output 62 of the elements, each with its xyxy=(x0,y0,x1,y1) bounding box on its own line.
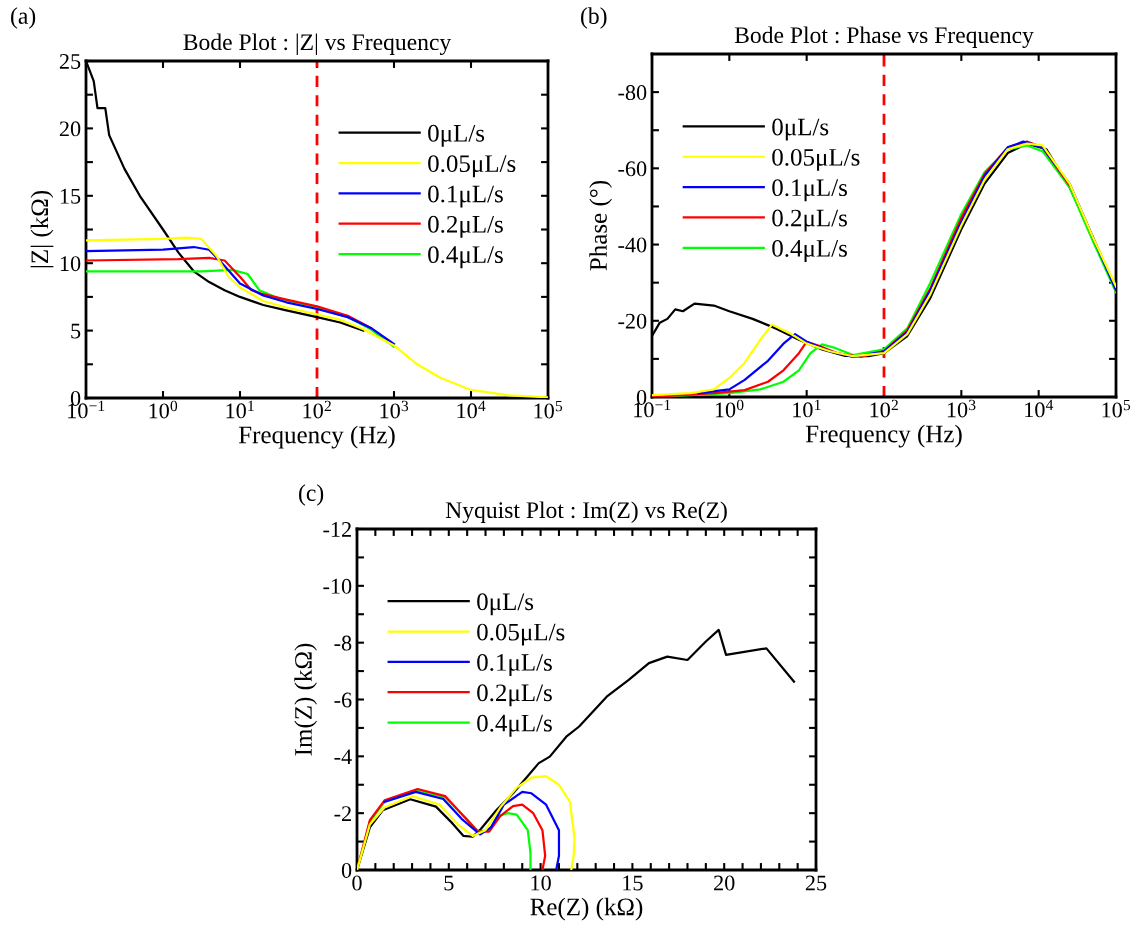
x-axis-title: Re(Z) (kΩ) xyxy=(530,897,643,921)
y-axis-title: Im(Z) (kΩ) xyxy=(294,643,317,756)
chart-title: Bode Plot : |Z| vs Frequency xyxy=(183,33,452,55)
legend-label: 0.2μL/s xyxy=(772,209,847,232)
legend-label: 0.4μL/s xyxy=(477,714,552,737)
legend-label: 0.2μL/s xyxy=(428,215,503,238)
y-tick-label: -40 xyxy=(618,237,647,253)
x-tick-label: 10$^{5}$ xyxy=(534,400,563,419)
legend-label: 0.2μL/s xyxy=(477,684,552,707)
text: (a) xyxy=(11,7,36,29)
legend-label: 0.4μL/s xyxy=(428,246,503,269)
x-axis-title: Frequency (Hz) xyxy=(805,424,962,448)
y-tick-label: 15 xyxy=(60,188,81,204)
text: (b) xyxy=(581,7,607,29)
legend-label: 0μL/s xyxy=(772,118,829,141)
y-tick-label: -4 xyxy=(334,749,352,765)
legend-label: 0.05μL/s xyxy=(772,148,860,171)
y-tick-label: 20 xyxy=(59,121,81,137)
y-tick-label: -60 xyxy=(618,161,647,177)
y-axis-title: |Z| (kΩ) xyxy=(30,190,54,268)
x-tick-label: 20 xyxy=(714,875,735,891)
chart-title: Nyquist Plot : Im(Z) vs Re(Z) xyxy=(445,501,727,523)
x-tick-label: 10$^{1}$ xyxy=(226,400,254,419)
y-tick-label: -6 xyxy=(334,692,352,708)
x-tick-label: 10$^{2}$ xyxy=(870,399,898,418)
y-tick-label: -12 xyxy=(323,521,351,537)
text: (c) xyxy=(299,484,324,506)
x-tick-label: 25 xyxy=(805,875,827,891)
legend-label: 0μL/s xyxy=(477,593,534,616)
y-tick-label: 25 xyxy=(59,53,81,69)
y-tick-label: -10 xyxy=(323,578,352,594)
x-tick-label: 10$^{5}$ xyxy=(1102,399,1131,418)
x-tick-label: 10$^{0}$ xyxy=(149,400,178,419)
legend-label: 0.05μL/s xyxy=(428,155,516,178)
x-tick-label: 5 xyxy=(444,875,454,891)
line-series xyxy=(383,790,561,870)
legend-label: 0.1μL/s xyxy=(477,653,552,676)
x-tick-label: 0 xyxy=(352,875,362,891)
y-axis-title: Phase (°) xyxy=(589,180,612,271)
x-tick-label: 10$^{1}$ xyxy=(793,399,821,418)
x-tick-label: 10$^{3}$ xyxy=(380,400,409,419)
legend-label: 0.1μL/s xyxy=(772,179,847,202)
x-tick-label: 10$^{2}$ xyxy=(303,400,331,419)
legend-label: 0.05μL/s xyxy=(477,623,565,646)
x-tick-label: 10$^{3}$ xyxy=(947,399,976,418)
x-tick-label: 10$^{4}$ xyxy=(1025,399,1054,418)
y-tick-label: 5 xyxy=(71,323,81,339)
x-tick-label: 10$^{4}$ xyxy=(457,400,486,419)
x-tick-label: 10$^{0}$ xyxy=(715,399,744,418)
x-axis-title: Frequency (Hz) xyxy=(238,425,395,449)
y-tick-label: -8 xyxy=(334,635,352,651)
y-tick-label: -20 xyxy=(618,313,647,329)
y-tick-label: 0 xyxy=(341,862,352,878)
line-series xyxy=(357,775,576,870)
y-tick-label: -2 xyxy=(334,806,351,821)
legend-label: 0.4μL/s xyxy=(772,239,847,262)
y-tick-label: -80 xyxy=(618,85,647,101)
y-tick-label: 10 xyxy=(60,256,81,272)
x-tick-label: 10 xyxy=(531,875,551,891)
legend-label: 0μL/s xyxy=(428,124,485,147)
legend-label: 0.1μL/s xyxy=(428,185,503,208)
chart-title: Bode Plot : Phase vs Frequency xyxy=(734,26,1034,48)
